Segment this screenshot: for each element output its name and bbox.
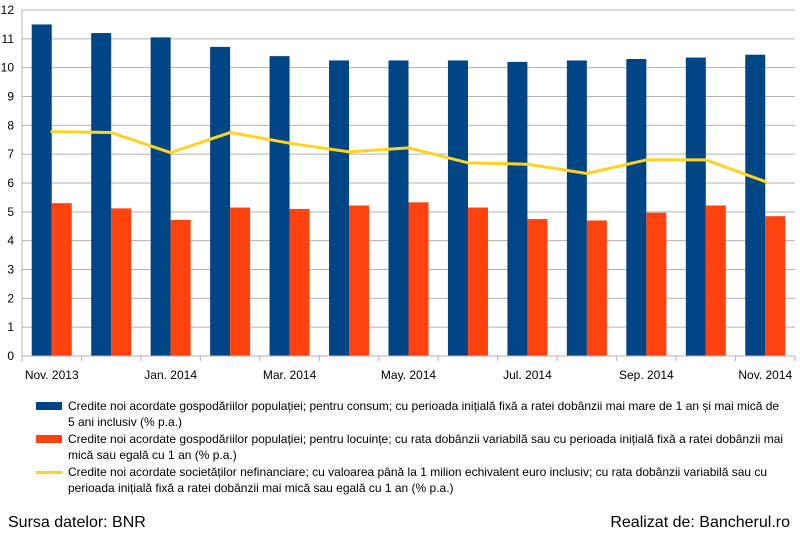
x-tick-label: May. 2014 [381, 368, 436, 382]
y-tick-label: 9 [7, 90, 14, 104]
line-point [347, 150, 351, 154]
bar-locuinte [230, 207, 251, 356]
bar-consum [507, 61, 528, 357]
bar-locuinte [289, 208, 310, 356]
line-point [50, 130, 54, 134]
legend: Credite noi acordate gospodăriilor popul… [36, 398, 786, 497]
y-tick-label: 3 [7, 263, 14, 277]
line-series [50, 130, 767, 184]
bar-consum [31, 24, 52, 357]
bar-consum [626, 59, 647, 357]
x-tick-label: Nov. 2014 [738, 368, 792, 382]
bar-consum [91, 33, 112, 357]
line-point [704, 158, 708, 162]
legend-swatch-societati [36, 471, 62, 474]
bar-locuinte [170, 219, 191, 356]
bar-locuinte [705, 205, 726, 356]
x-tick-label: Jul. 2014 [503, 368, 552, 382]
bar-locuinte [349, 205, 370, 356]
y-tick-label: 6 [7, 176, 14, 190]
bar-consum [745, 54, 766, 357]
x-tick-label: Jan. 2014 [144, 368, 197, 382]
bar-consum [447, 60, 468, 356]
line-point [169, 151, 173, 155]
legend-label-locuinte: Credite noi acordate gospodăriilor popul… [68, 432, 784, 462]
legend-label-consum: Credite noi acordate gospodăriilor popul… [68, 399, 780, 429]
line-point [407, 146, 410, 150]
source-note: Sursa datelor: BNR [8, 514, 146, 531]
bar-consum [329, 60, 350, 356]
x-tick-label: Sep. 2014 [619, 368, 674, 382]
y-tick-label: 12 [1, 3, 15, 17]
line-point [228, 131, 232, 135]
bar-locuinte [527, 219, 548, 356]
bar-consum [210, 46, 231, 356]
y-tick-label: 11 [2, 32, 15, 46]
line-point [525, 162, 529, 166]
y-tick-label: 7 [7, 147, 14, 161]
bar-consum [388, 60, 409, 356]
credit-note: Realizat de: Bancherul.ro [610, 514, 790, 531]
legend-item-consum: Credite noi acordate gospodăriilor popul… [36, 398, 786, 430]
line-point [109, 131, 113, 135]
y-tick-label: 10 [1, 61, 15, 75]
legend-item-locuinte: Credite noi acordate gospodăriilor popul… [36, 431, 786, 463]
legend-label-societati: Credite noi acordate societăților nefina… [68, 465, 768, 495]
line-point [644, 158, 648, 162]
bar-consum [150, 37, 171, 357]
y-tick-label: 4 [7, 234, 14, 248]
bar-consum [269, 56, 290, 357]
axes [21, 10, 795, 362]
y-tick-label: 1 [7, 320, 14, 334]
bar-locuinte [586, 220, 607, 356]
bar-consum [685, 57, 706, 356]
line-point [585, 171, 589, 175]
bar-locuinte [765, 216, 786, 356]
y-tick-label: 2 [7, 291, 14, 305]
line-point [466, 161, 470, 165]
bar-consum [566, 60, 587, 356]
y-tick-label: 8 [7, 118, 14, 132]
x-axis-ticks: Nov. 2013 Jan. 2014 Mar. 2014 May. 2014 Jul.… [21, 356, 796, 382]
bars [31, 24, 786, 357]
legend-item-societati: Credite noi acordate societăților nefina… [36, 464, 786, 496]
bar-locuinte [646, 212, 667, 356]
legend-swatch-consum [36, 402, 62, 410]
line-point [763, 180, 767, 184]
line-point [288, 141, 292, 145]
y-tick-label: 5 [7, 205, 14, 219]
x-tick-label: Mar. 2014 [263, 368, 317, 382]
bar-locuinte [51, 203, 72, 356]
bar-locuinte [467, 207, 488, 356]
bar-locuinte [111, 208, 132, 356]
y-tick-label: 0 [7, 349, 14, 363]
legend-swatch-locuinte [36, 435, 62, 443]
x-tick-label: Nov. 2013 [25, 368, 79, 382]
bar-locuinte [408, 202, 429, 356]
